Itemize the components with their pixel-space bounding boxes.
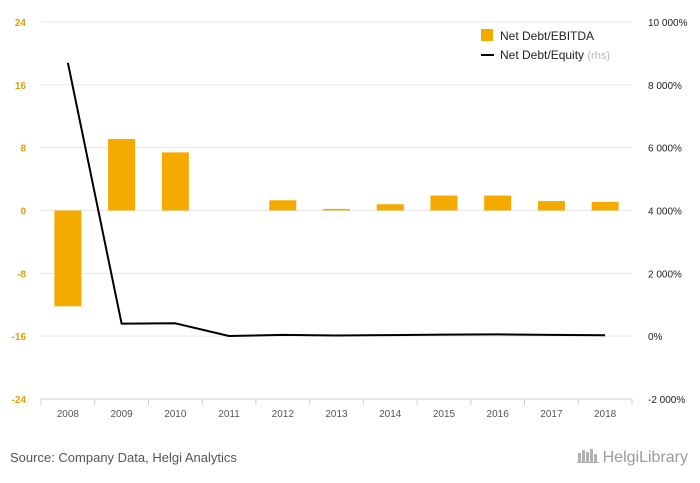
chart: 24 16 8 0 -8 -16 -24 10 000% 8 000% 6 000% 4 000% 2… <box>12 18 688 420</box>
legend-swatch-bar <box>481 29 493 41</box>
left-axis-tick-label: 8 <box>20 144 26 155</box>
right-axis-tick-label: 2 000% <box>648 269 682 280</box>
left-axis-tick-label: 16 <box>15 81 27 92</box>
bar-net-debt-ebitda <box>54 210 82 307</box>
legend-rhs-suffix: (rhs) <box>587 50 610 62</box>
line-net-debt-equity <box>66 62 606 337</box>
bar-net-debt-ebitda <box>161 152 189 211</box>
bar-net-debt-ebitda <box>108 139 136 211</box>
right-axis-tick-label: 10 000% <box>648 18 688 29</box>
left-axis-tick-label: -24 <box>12 395 27 406</box>
x-axis-tick-label: 2013 <box>325 409 348 420</box>
source-note: Source: Company Data, Helgi Analytics <box>10 450 237 465</box>
left-axis-tick-label: 0 <box>20 207 26 218</box>
right-axis-tick-label: 0% <box>648 332 663 343</box>
x-axis-tick-label: 2010 <box>164 409 187 420</box>
bar-net-debt-ebitda <box>323 208 350 211</box>
bar-net-debt-ebitda <box>537 201 565 211</box>
right-axis-tick-label: 8 000% <box>648 81 682 92</box>
bar-net-debt-ebitda <box>591 201 619 211</box>
x-axis-tick-label: 2015 <box>433 409 456 420</box>
brand-logo: HelgiLibrary <box>576 447 688 468</box>
legend-label-line: Net Debt/Equity (rhs) <box>500 48 610 62</box>
x-axis-tick-label: 2017 <box>540 409 563 420</box>
bar-net-debt-ebitda <box>430 195 458 211</box>
bar-net-debt-ebitda <box>269 200 297 211</box>
legend-label-bar: Net Debt/EBITDA <box>500 29 594 43</box>
bar-net-debt-ebitda <box>376 204 404 211</box>
x-axis-tick-label: 2014 <box>379 409 402 420</box>
x-axis-tick-label: 2011 <box>218 409 240 420</box>
right-axis-tick-label: 6 000% <box>648 144 682 155</box>
brand-logo-text: HelgiLibrary <box>602 448 688 466</box>
x-axis-tick-label: 2018 <box>594 409 617 420</box>
left-axis-tick-label: 24 <box>15 18 27 29</box>
left-axis-tick-label: -16 <box>12 332 27 343</box>
left-axis-tick-label: -8 <box>17 269 26 280</box>
x-axis-tick-label: 2016 <box>487 409 510 420</box>
right-axis-tick-label: -2 000% <box>648 395 685 406</box>
right-axis-tick-label: 4 000% <box>648 207 682 218</box>
bar-net-debt-ebitda <box>484 195 512 211</box>
x-axis-tick-label: 2012 <box>272 409 295 420</box>
x-axis-tick-label: 2008 <box>57 409 80 420</box>
x-axis-tick-label: 2009 <box>110 409 133 420</box>
library-icon <box>576 447 599 468</box>
